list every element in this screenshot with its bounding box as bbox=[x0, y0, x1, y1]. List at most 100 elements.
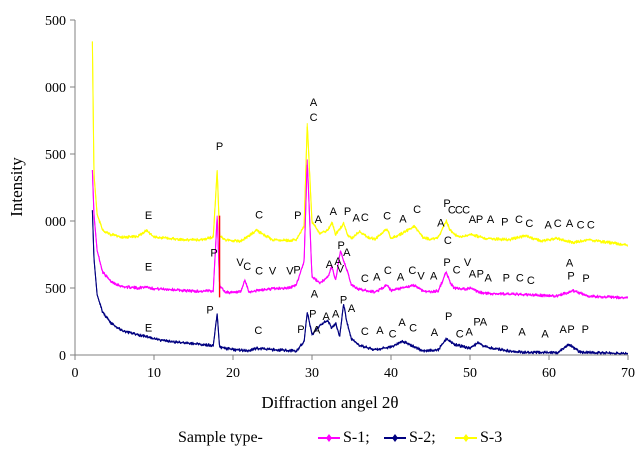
x-tick-label: 20 bbox=[226, 366, 240, 381]
peak-label: A bbox=[311, 288, 319, 300]
peak-label: C bbox=[587, 219, 595, 231]
peak-label: A bbox=[323, 311, 331, 323]
peak-label: P bbox=[445, 311, 452, 323]
peak-label: A bbox=[485, 272, 493, 284]
peak-label: P bbox=[503, 272, 510, 284]
peak-label: C bbox=[361, 273, 369, 285]
legend-marker-s2 bbox=[392, 434, 398, 442]
peak-label: A bbox=[487, 214, 495, 226]
peak-label: A bbox=[566, 258, 574, 270]
peak-label: A bbox=[560, 324, 568, 336]
peak-label: A bbox=[348, 303, 356, 315]
peak-label: A bbox=[437, 217, 445, 229]
peak-label: P bbox=[473, 317, 480, 329]
peak-label: A bbox=[518, 327, 526, 339]
peak-label: A bbox=[313, 325, 321, 337]
peak-label: C bbox=[384, 265, 392, 277]
peak-label: A bbox=[310, 97, 318, 109]
x-tick-label: 70 bbox=[621, 366, 635, 381]
peak-label: E bbox=[145, 210, 152, 222]
peak-label: A bbox=[373, 272, 381, 284]
peak-label: P bbox=[340, 294, 347, 306]
y-tick-label: 000 bbox=[45, 215, 66, 230]
peak-label: P bbox=[297, 324, 304, 336]
peak-label: A bbox=[397, 272, 405, 284]
peak-label: A bbox=[398, 317, 406, 329]
y-tick-label: 500 bbox=[45, 282, 66, 297]
peak-label: A bbox=[466, 327, 474, 339]
peak-label: P bbox=[309, 309, 316, 321]
peak-label: A bbox=[566, 218, 574, 230]
peak-label: A bbox=[330, 206, 338, 218]
legend: Sample type- S-1; S-2; S-3 bbox=[178, 429, 502, 446]
peak-label: C bbox=[516, 272, 524, 284]
peak-label: P bbox=[443, 257, 450, 269]
peak-label: C bbox=[361, 212, 369, 224]
legend-label-s3: S-3 bbox=[480, 429, 502, 446]
legend-item-s3: S-3 bbox=[455, 429, 502, 446]
axes: 0 10 20 30 40 50 60 70 0 500 000 500 000 500 bbox=[45, 14, 635, 381]
peak-label: C bbox=[243, 261, 251, 273]
x-tick-label: 60 bbox=[542, 366, 556, 381]
peak-label: P bbox=[210, 248, 217, 260]
x-tick-label: 30 bbox=[305, 366, 319, 381]
peak-label: P bbox=[443, 198, 450, 210]
peak-label: C bbox=[254, 325, 262, 337]
peak-label: C bbox=[453, 264, 461, 276]
peak-label: A bbox=[343, 247, 351, 259]
peak-label: P bbox=[567, 270, 574, 282]
peak-label: P bbox=[567, 324, 574, 336]
peak-label: P bbox=[501, 324, 508, 336]
peak-label: C bbox=[515, 214, 523, 226]
y-axis-title: Intensity bbox=[7, 157, 26, 217]
series-peaks-s-3 bbox=[91, 41, 629, 246]
peak-label: P bbox=[582, 273, 589, 285]
peak-label: P bbox=[216, 141, 223, 153]
x-tick-label: 10 bbox=[147, 366, 161, 381]
peak-label: C bbox=[413, 204, 421, 216]
legend-item-s2: S-2; bbox=[384, 429, 436, 446]
peak-label: V bbox=[417, 270, 425, 282]
peak-label: C bbox=[255, 266, 263, 278]
peak-label: A bbox=[469, 214, 477, 226]
peak-label: A bbox=[334, 256, 342, 268]
peak-label: C bbox=[456, 329, 464, 341]
peak-label: P bbox=[501, 217, 508, 229]
legend-label-s2: S-2; bbox=[409, 429, 436, 446]
peak-label: E bbox=[145, 262, 152, 274]
y-ticks: 0 500 000 500 000 500 bbox=[45, 14, 75, 364]
peak-label: A bbox=[430, 270, 438, 282]
peak-label: P bbox=[338, 240, 345, 252]
y-tick-label: 500 bbox=[45, 148, 66, 163]
peak-label: E bbox=[145, 323, 152, 335]
peak-label: P bbox=[206, 305, 213, 317]
series-peaks-s-2 bbox=[91, 210, 629, 355]
peak-label: C bbox=[444, 235, 452, 247]
peak-label: A bbox=[480, 317, 488, 329]
legend-marker-s3 bbox=[463, 434, 469, 442]
peak-label: A bbox=[431, 327, 439, 339]
x-tick-label: 40 bbox=[384, 366, 398, 381]
x-tick-label: 50 bbox=[463, 366, 477, 381]
x-axis-title: Diffraction angel 2θ bbox=[261, 393, 398, 412]
peak-label: C bbox=[408, 265, 416, 277]
peak-label: C bbox=[462, 205, 470, 217]
peak-label: C bbox=[255, 209, 263, 221]
peak-label: P bbox=[476, 214, 483, 226]
peak-label: A bbox=[376, 325, 384, 337]
y-tick-label: 0 bbox=[59, 349, 66, 364]
y-tick-label: 500 bbox=[45, 14, 66, 29]
peak-label: C bbox=[554, 218, 562, 230]
peak-label: C bbox=[389, 329, 397, 341]
y-tick-label: 000 bbox=[45, 81, 66, 96]
peak-label: C bbox=[310, 112, 318, 124]
peak-label: C bbox=[409, 323, 417, 335]
peak-label: A bbox=[545, 219, 553, 231]
peak-label: C bbox=[361, 326, 369, 338]
legend-prefix: Sample type- bbox=[178, 429, 263, 446]
peak-label: P bbox=[344, 206, 351, 218]
peak-label: V bbox=[337, 264, 345, 276]
series-layer bbox=[91, 41, 629, 356]
